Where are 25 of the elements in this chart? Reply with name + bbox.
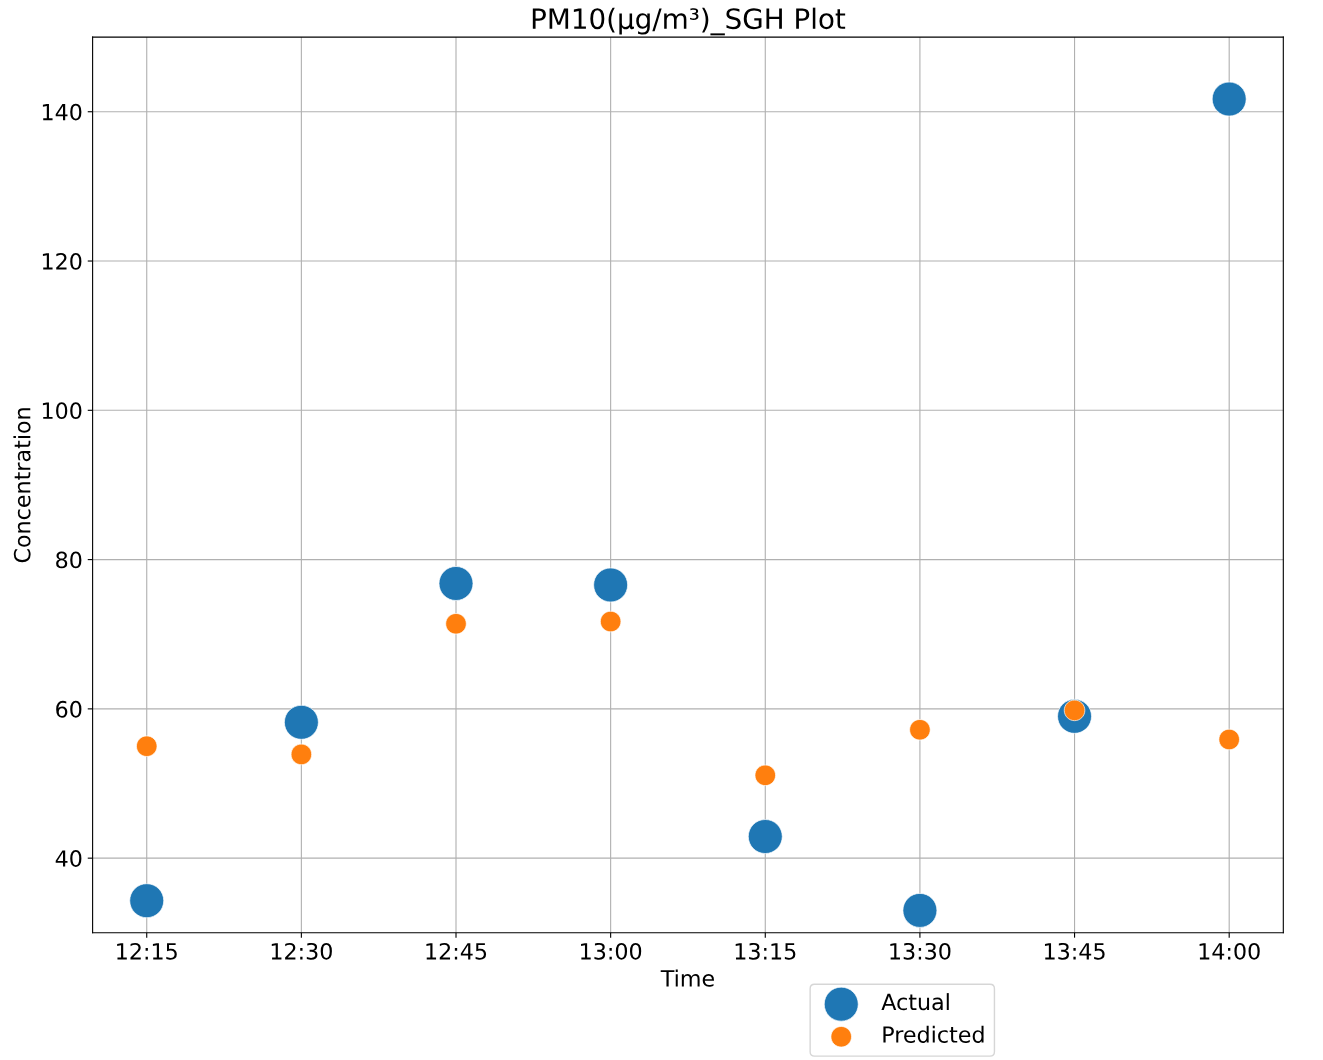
point — [1218, 728, 1240, 751]
point — [445, 613, 467, 635]
y-tick-label: 80 — [56, 551, 82, 569]
y-axis-title: Concentration — [13, 408, 31, 563]
x-tick-label: 13:00 — [581, 942, 642, 960]
point — [438, 566, 474, 601]
point — [129, 883, 165, 919]
x-tick-label: 12:45 — [426, 942, 487, 960]
x-tick-label: 13:45 — [1044, 942, 1105, 960]
y-tick-label: 40 — [55, 850, 82, 867]
x-tick-label: 14:00 — [1199, 942, 1260, 960]
x-tick-label: 12:15 — [117, 942, 177, 960]
point — [902, 893, 938, 928]
y-tick-label: 140 — [42, 103, 82, 121]
legend-label: Predicted — [883, 1025, 984, 1043]
chart-title: PM10(μg/m³)_SGH Plot — [532, 7, 846, 36]
x-axis-title: Time — [660, 969, 714, 987]
y-tick-label: 60 — [56, 700, 82, 718]
y-tick-label: 100 — [42, 402, 82, 420]
legend-label: Actual — [881, 993, 949, 1011]
x-tick-label: 13:30 — [890, 942, 951, 960]
x-tick-label: 13:15 — [735, 942, 796, 960]
y-tick-label: 120 — [42, 252, 82, 270]
point — [593, 567, 628, 603]
x-tick-label: 12:30 — [271, 942, 332, 960]
